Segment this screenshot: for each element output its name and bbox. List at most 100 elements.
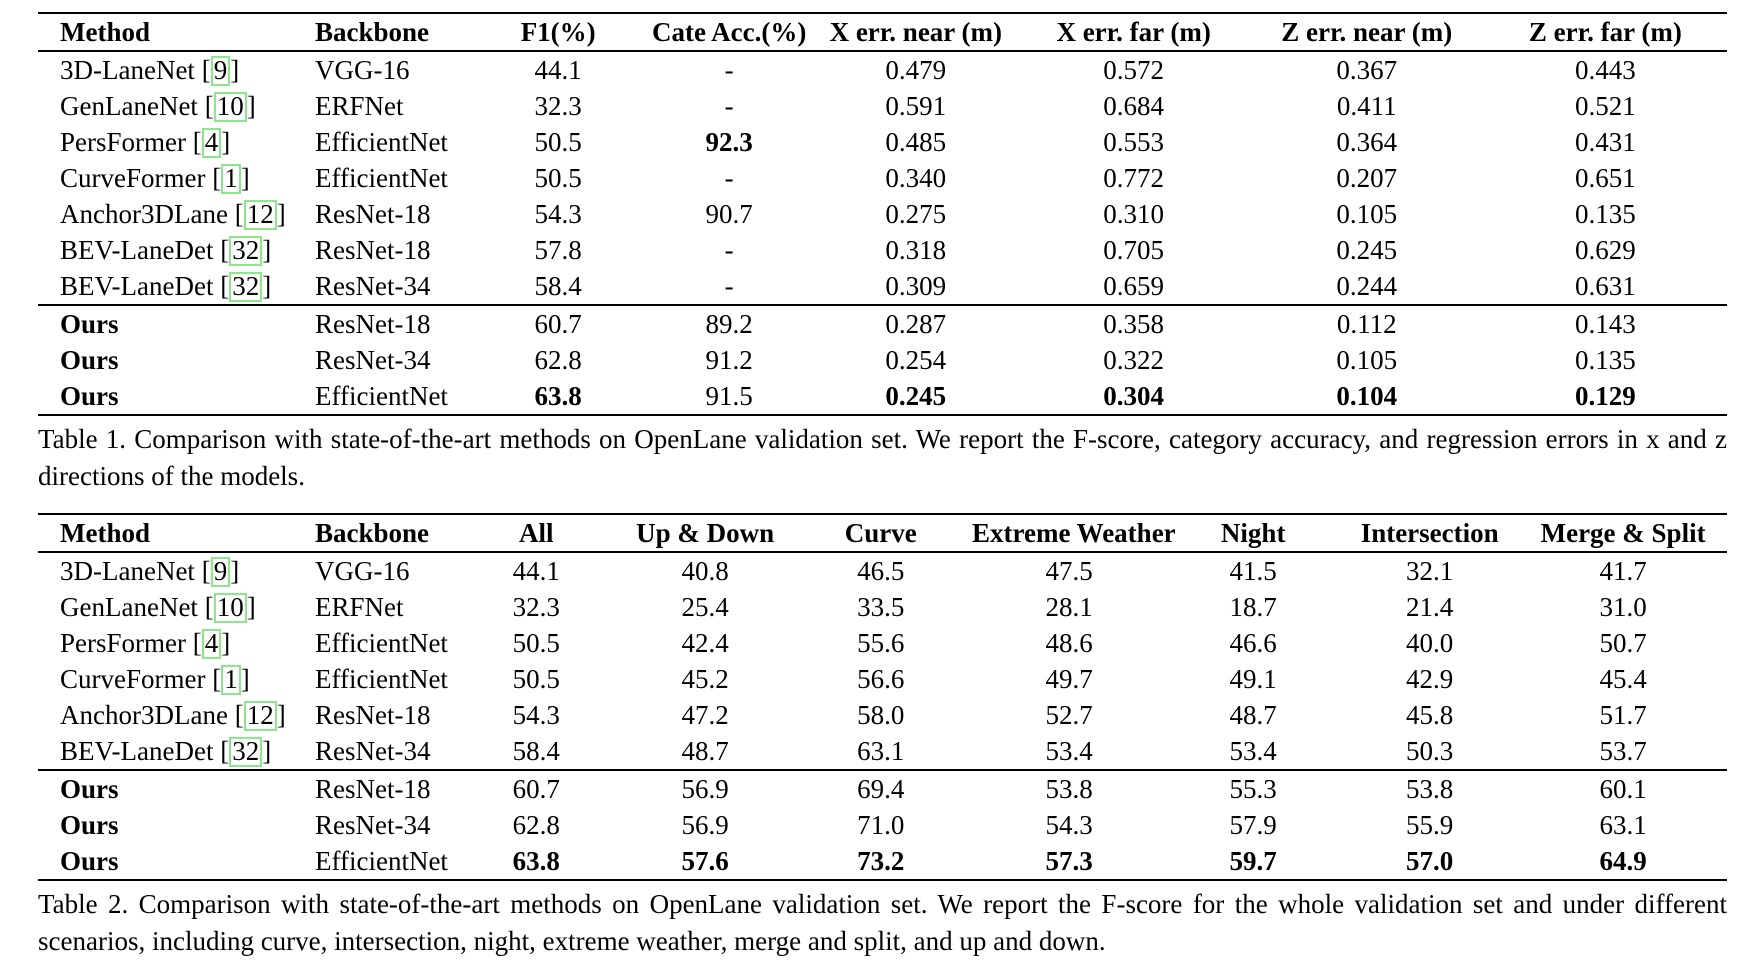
value-cell: 0.207 xyxy=(1336,163,1398,193)
table-row: 3D-LaneNet [9] VGG-16 44.1 40.8 46.5 47.5 41.5… xyxy=(38,552,1727,589)
method-cell: Anchor3DLane [12] xyxy=(60,700,286,731)
table-row: Ours ResNet-34 62.8 91.2 0.254 0.322 0.105 0.13… xyxy=(38,342,1727,378)
method-name: CurveFormer xyxy=(60,664,206,694)
method-name: 3D-LaneNet xyxy=(60,556,195,586)
value-cell: 48.6 xyxy=(1045,628,1093,658)
backbone-cell: ResNet-34 xyxy=(314,345,431,375)
value-cell: 91.5 xyxy=(705,381,753,411)
column-header: Curve xyxy=(844,518,917,548)
value-cell: 60.7 xyxy=(534,309,582,339)
header-row: Method Backbone All Up & Down Curve Extreme W… xyxy=(38,514,1727,552)
citation-link[interactable]: 32 xyxy=(229,236,263,266)
method-name: Ours xyxy=(60,345,119,375)
citation-link[interactable]: 12 xyxy=(243,200,277,230)
value-cell: 90.7 xyxy=(705,199,753,229)
value-cell: 0.591 xyxy=(885,91,947,121)
value-cell: 32.1 xyxy=(1406,556,1454,586)
table-row: Ours ResNet-18 60.7 56.9 69.4 53.8 55.3 53.8 60.… xyxy=(38,770,1727,807)
value-cell: 46.5 xyxy=(857,556,905,586)
citation-link[interactable]: 1 xyxy=(221,164,241,194)
citation-link[interactable]: 4 xyxy=(201,128,222,158)
value-cell: 44.1 xyxy=(534,55,582,85)
method-name: GenLaneNet xyxy=(60,91,198,121)
value-cell: - xyxy=(724,55,734,85)
column-header: Backbone xyxy=(314,17,430,47)
method-cell: Ours xyxy=(38,770,315,807)
backbone-cell: ResNet-18 xyxy=(314,235,431,265)
value-cell: 50.5 xyxy=(534,163,582,193)
method-cell: GenLaneNet [10] xyxy=(60,592,256,623)
value-cell: 0.340 xyxy=(885,163,947,193)
value-cell: 53.4 xyxy=(1045,736,1093,766)
citation-link[interactable]: 32 xyxy=(229,737,263,767)
column-header: Cate Acc.(%) xyxy=(651,17,807,47)
value-cell: 0.245 xyxy=(885,381,947,411)
value-cell: 53.7 xyxy=(1599,736,1647,766)
table1-caption: Table 1. Comparison with state-of-the-ar… xyxy=(38,424,1727,491)
table1-figure: Method Backbone F1(%) Cate Acc.(%) X err. ne… xyxy=(38,12,1727,495)
citation-link[interactable]: 9 xyxy=(210,557,231,587)
method-name: Anchor3DLane xyxy=(60,700,228,730)
value-cell: 47.5 xyxy=(1045,556,1093,586)
value-cell: 0.572 xyxy=(1103,55,1165,85)
method-name: Ours xyxy=(60,810,119,840)
value-cell: 57.3 xyxy=(1045,846,1093,876)
value-cell: 25.4 xyxy=(681,592,729,622)
value-cell: 51.7 xyxy=(1599,700,1647,730)
value-cell: - xyxy=(724,163,734,193)
value-cell: 45.4 xyxy=(1599,664,1647,694)
method-cell: Ours xyxy=(38,378,315,415)
column-header: Method xyxy=(60,17,150,47)
value-cell: 0.684 xyxy=(1103,91,1165,121)
value-cell: 59.7 xyxy=(1229,846,1277,876)
table-row: CurveFormer [1] EfficientNet 50.5 45.2 56.6 4… xyxy=(38,661,1727,697)
value-cell: 0.129 xyxy=(1574,381,1636,411)
table-row: BEV-LaneDet [32] ResNet-18 57.8 - 0.318 0.705… xyxy=(38,232,1727,268)
citation-link[interactable]: 1 xyxy=(221,665,241,695)
column-header: Night xyxy=(1220,518,1286,548)
citation-link[interactable]: 10 xyxy=(213,92,247,122)
value-cell: - xyxy=(724,271,734,301)
citation-link[interactable]: 4 xyxy=(201,629,222,659)
citation-link[interactable]: 12 xyxy=(243,701,277,731)
backbone-cell: ResNet-18 xyxy=(314,309,431,339)
value-cell: 0.367 xyxy=(1336,55,1398,85)
method-name: GenLaneNet xyxy=(60,592,198,622)
value-cell: 32.3 xyxy=(512,592,560,622)
table-row: Ours ResNet-18 60.7 89.2 0.287 0.358 0.112 0.14… xyxy=(38,305,1727,342)
value-cell: 57.8 xyxy=(534,235,582,265)
method-name: BEV-LaneDet xyxy=(60,271,214,301)
value-cell: 63.1 xyxy=(857,736,905,766)
value-cell: 42.4 xyxy=(681,628,729,658)
value-cell: 0.322 xyxy=(1103,345,1165,375)
value-cell: 0.112 xyxy=(1336,309,1397,339)
citation-link[interactable]: 32 xyxy=(229,272,263,302)
table2-caption: Table 2. Comparison with state-of-the-ar… xyxy=(38,889,1727,956)
citation-link[interactable]: 9 xyxy=(210,56,231,86)
method-cell: BEV-LaneDet [32] xyxy=(60,235,272,266)
value-cell: 45.8 xyxy=(1406,700,1454,730)
method-name: BEV-LaneDet xyxy=(60,736,214,766)
value-cell: 89.2 xyxy=(705,309,753,339)
value-cell: 73.2 xyxy=(857,846,905,876)
value-cell: 41.5 xyxy=(1229,556,1277,586)
value-cell: 62.8 xyxy=(512,810,560,840)
value-cell: 40.0 xyxy=(1406,628,1454,658)
backbone-cell: ResNet-18 xyxy=(314,199,431,229)
value-cell: 56.9 xyxy=(681,810,729,840)
backbone-cell: ERFNet xyxy=(314,592,404,622)
table-row: PersFormer [4] EfficientNet 50.5 92.3 0.485 0… xyxy=(38,124,1727,160)
value-cell: 53.4 xyxy=(1229,736,1277,766)
value-cell: 57.0 xyxy=(1406,846,1454,876)
value-cell: - xyxy=(724,91,734,121)
backbone-cell: EfficientNet xyxy=(314,381,448,411)
method-name: Ours xyxy=(60,774,119,804)
table-row: GenLaneNet [10] ERFNet 32.3 - 0.591 0.684 0.41… xyxy=(38,88,1727,124)
table-row: BEV-LaneDet [32] ResNet-34 58.4 - 0.309 0.659… xyxy=(38,268,1727,305)
method-cell: 3D-LaneNet [9] xyxy=(60,55,240,86)
value-cell: 0.772 xyxy=(1103,163,1165,193)
value-cell: 18.7 xyxy=(1229,592,1277,622)
value-cell: 50.5 xyxy=(512,664,560,694)
backbone-cell: VGG-16 xyxy=(314,556,410,586)
citation-link[interactable]: 10 xyxy=(213,593,247,623)
